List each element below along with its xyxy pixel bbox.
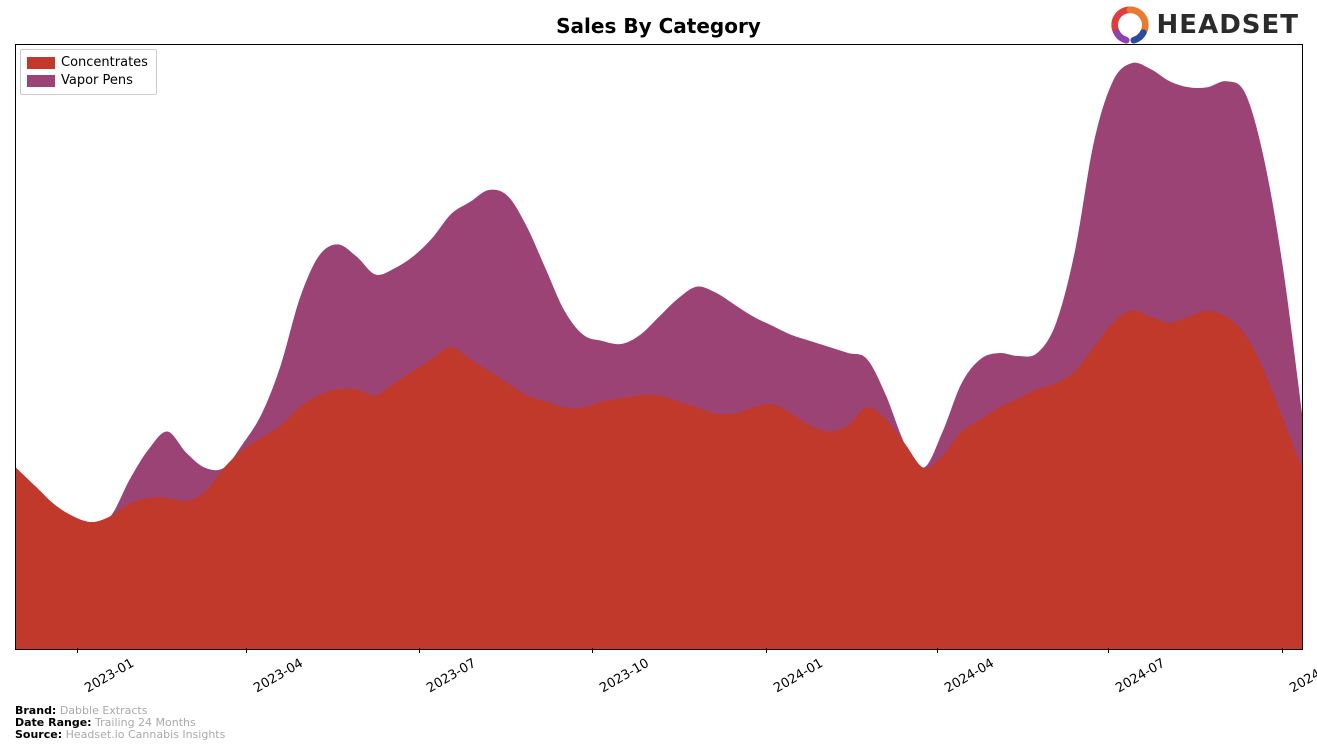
x-tick-mark [937, 648, 938, 653]
plot-area: ConcentratesVapor Pens [15, 44, 1303, 650]
x-tick-label: 2023-07 [424, 656, 479, 696]
legend-item: Concentrates [27, 54, 148, 72]
x-tick-mark [246, 648, 247, 653]
x-tick-mark [766, 648, 767, 653]
x-tick-label: 2024-07 [1113, 656, 1168, 696]
chart-footer: Brand: Dabble ExtractsDate Range: Traili… [15, 705, 225, 741]
x-tick-mark [592, 648, 593, 653]
x-tick-label: 2023-10 [598, 656, 653, 696]
x-tick-mark [1282, 648, 1283, 653]
chart-container: Sales By Category HEADSET ConcentratesVa… [0, 0, 1317, 747]
stacked-area-svg [16, 45, 1302, 649]
legend: ConcentratesVapor Pens [20, 49, 157, 95]
headset-logo-icon [1111, 6, 1149, 44]
brand-logo: HEADSET [1111, 6, 1299, 44]
legend-label: Vapor Pens [61, 72, 133, 90]
legend-label: Concentrates [61, 54, 148, 72]
x-tick-label: 2024-01 [771, 656, 826, 696]
footer-label: Source: [15, 728, 62, 741]
footer-line: Source: Headset.io Cannabis Insights [15, 729, 225, 741]
x-tick-label: 2024-04 [942, 656, 997, 696]
logo-text: HEADSET [1157, 10, 1299, 40]
x-tick-label: 2023-04 [252, 656, 307, 696]
x-tick-label: 2023-01 [82, 656, 137, 696]
legend-swatch [27, 57, 55, 69]
x-tick-mark [1108, 648, 1109, 653]
x-tick-mark [77, 648, 78, 653]
footer-value: Headset.io Cannabis Insights [62, 728, 225, 741]
legend-item: Vapor Pens [27, 72, 148, 90]
legend-swatch [27, 75, 55, 87]
x-tick-mark [419, 648, 420, 653]
x-tick-label: 2024-10 [1287, 656, 1317, 696]
